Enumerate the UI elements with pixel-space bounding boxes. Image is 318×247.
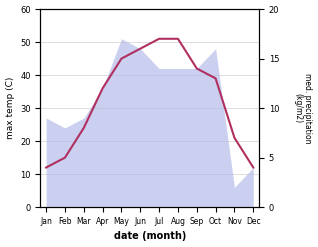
Y-axis label: max temp (C): max temp (C) xyxy=(5,77,15,139)
X-axis label: date (month): date (month) xyxy=(114,231,186,242)
Y-axis label: med. precipitation
(kg/m2): med. precipitation (kg/m2) xyxy=(293,73,313,143)
